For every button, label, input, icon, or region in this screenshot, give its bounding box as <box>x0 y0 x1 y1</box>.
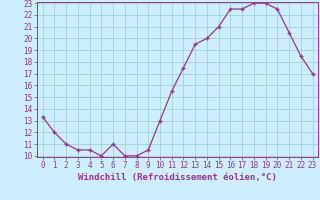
X-axis label: Windchill (Refroidissement éolien,°C): Windchill (Refroidissement éolien,°C) <box>78 173 277 182</box>
